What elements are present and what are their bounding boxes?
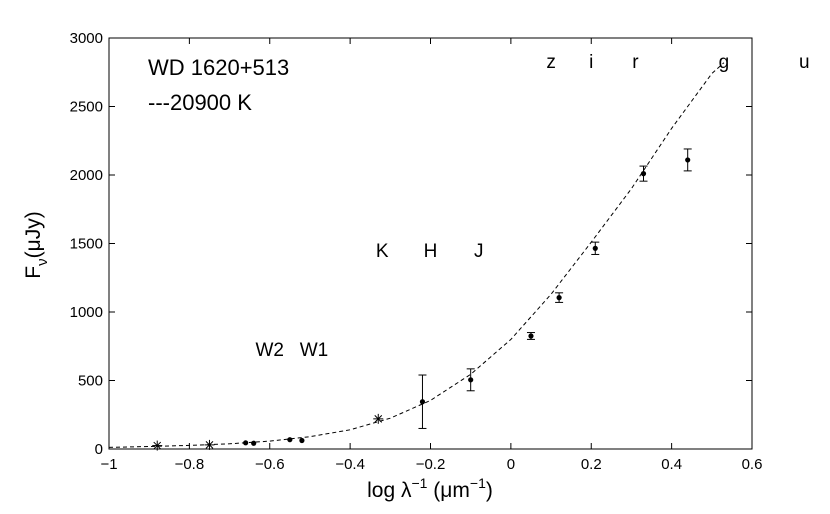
band-labels-layer: z i r g u K H J W2 W1: [256, 52, 810, 361]
x-tick-label: −0.2: [416, 456, 446, 473]
x-tick-label: −0.8: [175, 456, 205, 473]
data-point: [287, 437, 293, 443]
model-curve: [108, 62, 725, 448]
y-tick-label: 1500: [70, 236, 103, 253]
data-point: [640, 171, 647, 177]
y-tick-label: 3000: [70, 30, 103, 47]
data-point: [468, 377, 474, 383]
data-point: [685, 157, 691, 163]
data-point: [556, 295, 562, 301]
object-label: WD 1620+513: [148, 55, 289, 80]
x-axis-title: log λ−1 (μm−1): [367, 475, 493, 502]
band-label: J: [474, 241, 484, 262]
model-curve-layer: [108, 62, 725, 448]
model-label: ---20900 K: [148, 90, 252, 115]
y-tick-label: 1000: [70, 304, 103, 321]
data-points-layer: [152, 148, 692, 451]
band-label: g: [719, 52, 730, 73]
data-point: [592, 245, 598, 251]
band-label: u: [799, 52, 810, 73]
data-point: [299, 437, 305, 444]
data-point: [251, 440, 257, 446]
asterisk-point: [204, 439, 215, 450]
x-tick-label: 0.4: [661, 456, 682, 473]
band-label: W1: [300, 340, 329, 361]
band-label: r: [632, 52, 639, 73]
y-tick-label: 0: [95, 441, 103, 458]
data-point: [528, 333, 534, 339]
y-tick-label: 2500: [70, 99, 103, 116]
y-tick-label: 500: [78, 373, 103, 390]
x-tick-label: −1: [100, 456, 117, 473]
y-axis-title: Fν(μJy): [22, 211, 51, 278]
plot-axes: −1 −0.8 −0.6 −0.4 −0.2 0 0.2 0.4 0.6 0 500 1000 1500…: [70, 30, 763, 473]
asterisk-point: [373, 413, 384, 424]
y-tick-label: 2000: [70, 167, 103, 184]
band-label: H: [424, 241, 438, 262]
band-label: W2: [256, 340, 285, 361]
x-tick-label: −0.6: [255, 456, 285, 473]
data-point: [419, 399, 426, 405]
data-point: [243, 440, 249, 446]
asterisk-stroke: [205, 441, 214, 449]
asterisk-point: [152, 440, 163, 451]
x-tick-label: −0.4: [335, 456, 365, 473]
x-tick-label: 0: [507, 456, 515, 473]
asterisk-stroke: [153, 441, 162, 450]
asterisk-stroke: [374, 415, 383, 423]
band-label: z: [546, 52, 556, 73]
band-label: i: [589, 52, 593, 73]
band-label: K: [376, 241, 389, 262]
x-tick-label: 0.2: [581, 456, 602, 473]
x-tick-label: 0.6: [742, 456, 763, 473]
